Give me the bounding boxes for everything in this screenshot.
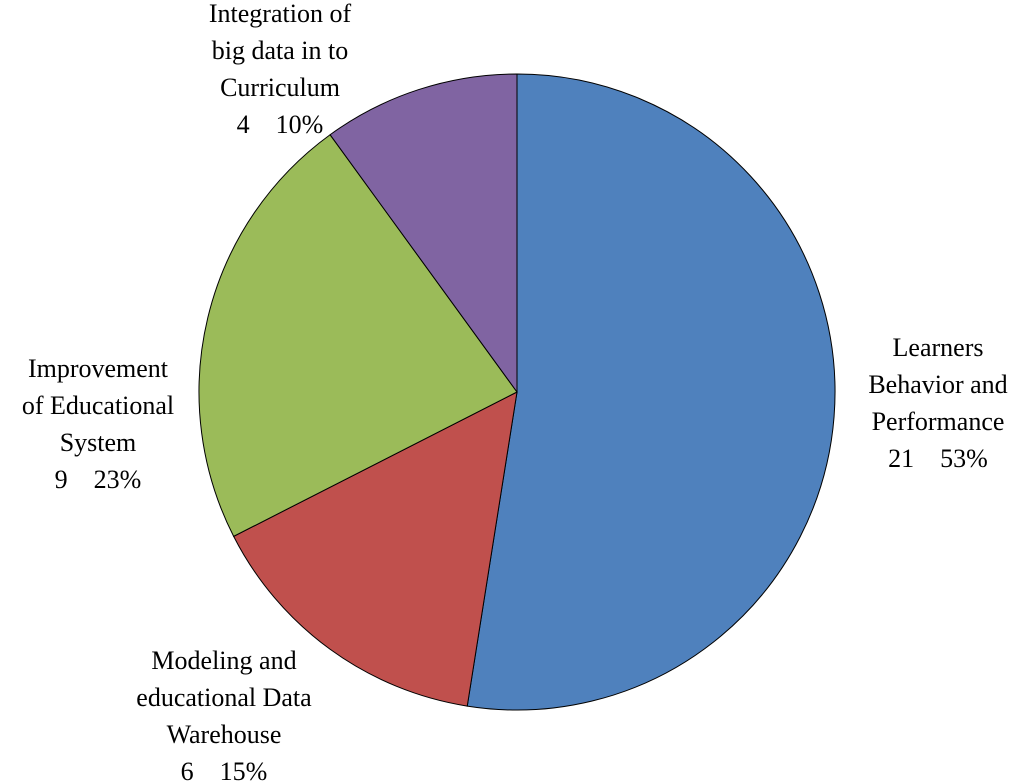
slice-label-2: Modeling and educational Data Warehouse 6 1… — [136, 646, 312, 781]
pie-slice-1 — [466, 73, 836, 711]
slice-label-line: educational Data — [136, 683, 312, 712]
slice-label-line: Modeling and — [151, 646, 296, 675]
pie-slice-3 — [198, 134, 518, 538]
pie-slice-2 — [232, 391, 518, 707]
slice-value-label: 6 15% — [181, 757, 268, 781]
slice-label-1: Learners Behavior and Performance 21 53% — [868, 333, 1007, 473]
slice-label-3: Improvement of Educational System 9 23% — [22, 354, 174, 494]
slice-value-label: 9 23% — [55, 465, 142, 494]
slice-label-line: Learners — [893, 333, 984, 362]
slice-label-line: Curriculum — [220, 73, 340, 102]
slice-label-line: Improvement — [28, 354, 169, 383]
pie-slices — [198, 73, 836, 711]
slice-label-line: of Educational — [22, 391, 174, 420]
slice-value-label: 4 10% — [237, 110, 324, 139]
slice-label-4: Integration of big data in to Curriculum 4 … — [209, 0, 352, 139]
slice-label-line: System — [60, 428, 137, 457]
slice-label-line: Performance — [872, 407, 1005, 436]
slice-value-label: 21 53% — [888, 444, 988, 473]
slice-label-line: Integration of — [209, 0, 352, 28]
pie-slice-4 — [329, 73, 518, 394]
slice-label-line: big data in to — [212, 36, 348, 65]
slice-label-line: Warehouse — [167, 720, 282, 749]
slice-label-line: Behavior and — [868, 370, 1007, 399]
pie-labels: Learners Behavior and Performance 21 53% Mod… — [22, 0, 1008, 781]
